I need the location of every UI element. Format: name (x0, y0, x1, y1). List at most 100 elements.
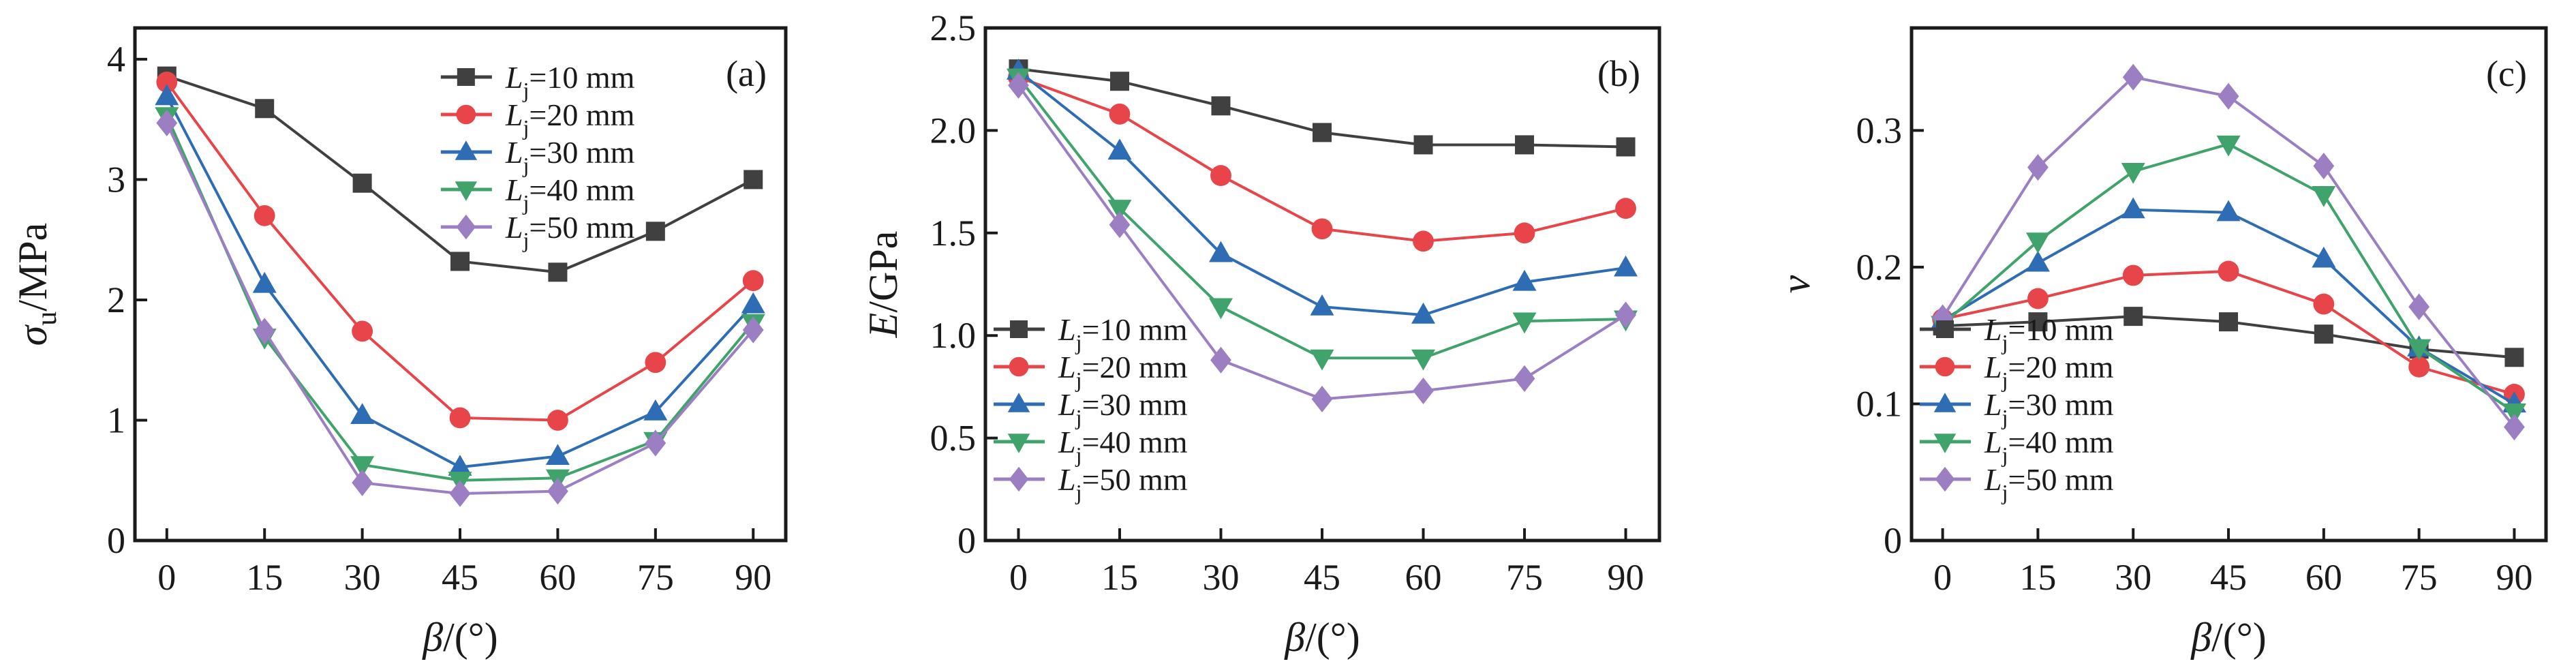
data-point (350, 403, 375, 425)
label-symbol: L (1984, 350, 2002, 384)
legend-item: Lj=40 mm (1920, 425, 2114, 467)
legend-item: Lj=10 mm (1920, 312, 2114, 354)
data-point (156, 72, 178, 93)
data-point (2218, 82, 2239, 110)
x-tick-label: 60 (1405, 557, 1442, 598)
data-point (2408, 293, 2430, 320)
data-point (1313, 123, 1332, 142)
legend-marker-icon (1936, 320, 1954, 338)
panel-label: (a) (726, 53, 767, 94)
legend-label: Lj=20 mm (1984, 350, 2114, 392)
data-point (352, 173, 372, 193)
data-point (2407, 339, 2432, 361)
data-point (449, 407, 471, 429)
x-tick-label: 90 (2496, 557, 2532, 598)
y-tick-label: 4 (107, 39, 125, 80)
label-unit: /(°) (1305, 615, 1360, 660)
legend-item: Lj=50 mm (440, 210, 635, 252)
legend-item: Lj=30 mm (994, 387, 1188, 429)
legend-item: Lj=30 mm (440, 135, 635, 177)
series-20mm (1008, 66, 1636, 252)
data-point (1310, 349, 1334, 371)
label-symbol: L (1984, 425, 2002, 459)
legend-label: Lj=30 mm (1984, 387, 2114, 429)
label-symbol: L (1058, 312, 1076, 347)
x-axis-label: β/(°) (1284, 615, 1360, 660)
series-20mm (156, 72, 764, 431)
x-tick-label: 90 (735, 557, 771, 598)
legend-item: Lj=20 mm (994, 350, 1188, 392)
data-point (450, 252, 470, 271)
legend-marker-icon (1935, 356, 1955, 377)
data-point (2121, 197, 2145, 219)
x-tick-label: 0 (1009, 557, 1028, 598)
data-point (643, 399, 668, 421)
data-point (254, 318, 275, 345)
series-line (166, 74, 754, 274)
label-symbol: β (2190, 615, 2211, 660)
data-point (742, 270, 764, 292)
data-point (1616, 137, 1636, 157)
data-point (2312, 186, 2336, 207)
data-point (645, 429, 666, 457)
data-point (2027, 153, 2049, 181)
data-point (741, 292, 765, 314)
series-50mm (156, 109, 764, 507)
label-symbol: L (505, 135, 523, 170)
label-symbol: ν (1773, 275, 1818, 293)
x-tick-label: 30 (2115, 557, 2151, 598)
label-unit: /(°) (443, 615, 498, 660)
label-symbol: L (1058, 425, 1076, 459)
data-point (545, 444, 570, 466)
x-tick-label: 60 (2305, 557, 2342, 598)
legend-marker-icon (457, 68, 475, 86)
data-point (1311, 218, 1333, 240)
y-tick-label: 0.1 (1856, 383, 1903, 424)
data-point (1411, 302, 1436, 324)
data-point (255, 99, 275, 119)
label-subscript: j (1075, 480, 1082, 504)
label-symbol: σ (10, 324, 55, 346)
series-40mm (155, 107, 765, 493)
label-subscript: j (2002, 480, 2008, 504)
legend-label: Lj=30 mm (1058, 387, 1188, 429)
series-line (165, 122, 754, 496)
y-tick-label: 0.5 (930, 418, 977, 459)
label-subscript: j (522, 190, 529, 215)
legend-marker-icon (1007, 393, 1030, 412)
legend-marker-icon (456, 214, 476, 240)
label-subscript: j (2002, 367, 2008, 392)
data-point (2122, 63, 2144, 91)
label-unit: =20 mm (529, 97, 634, 132)
data-point (1512, 312, 1537, 334)
label-symbol: L (505, 210, 523, 245)
data-point (156, 109, 178, 137)
label-unit: /GPa (861, 231, 906, 313)
x-tick-label: 15 (246, 557, 283, 598)
y-axis-label: ν (1773, 275, 1818, 293)
y-tick-label: 2.0 (930, 110, 977, 151)
data-point (155, 84, 179, 106)
legend-label: Lj=10 mm (1058, 312, 1188, 354)
label-unit: =50 mm (529, 210, 634, 245)
data-point (2216, 200, 2241, 222)
legend-label: Lj=10 mm (1984, 312, 2114, 354)
data-point (1413, 135, 1433, 155)
series-30mm (1006, 58, 1638, 324)
data-point (2025, 250, 2050, 272)
y-axis-label-group: σu/MPa (10, 223, 63, 346)
legend-item: Lj=40 mm (440, 172, 635, 215)
legend-item: Lj=10 mm (994, 312, 1188, 354)
label-subscript: j (1075, 367, 1082, 392)
y-tick-label: 1.0 (930, 315, 977, 356)
data-point (1413, 377, 1434, 405)
series-20mm (1932, 260, 2525, 405)
label-unit: =30 mm (529, 135, 634, 170)
legend-label: Lj=10 mm (505, 60, 635, 102)
data-point (2027, 288, 2049, 309)
x-tick-label: 45 (1304, 557, 1340, 598)
legend-item: Lj=30 mm (1920, 387, 2114, 429)
